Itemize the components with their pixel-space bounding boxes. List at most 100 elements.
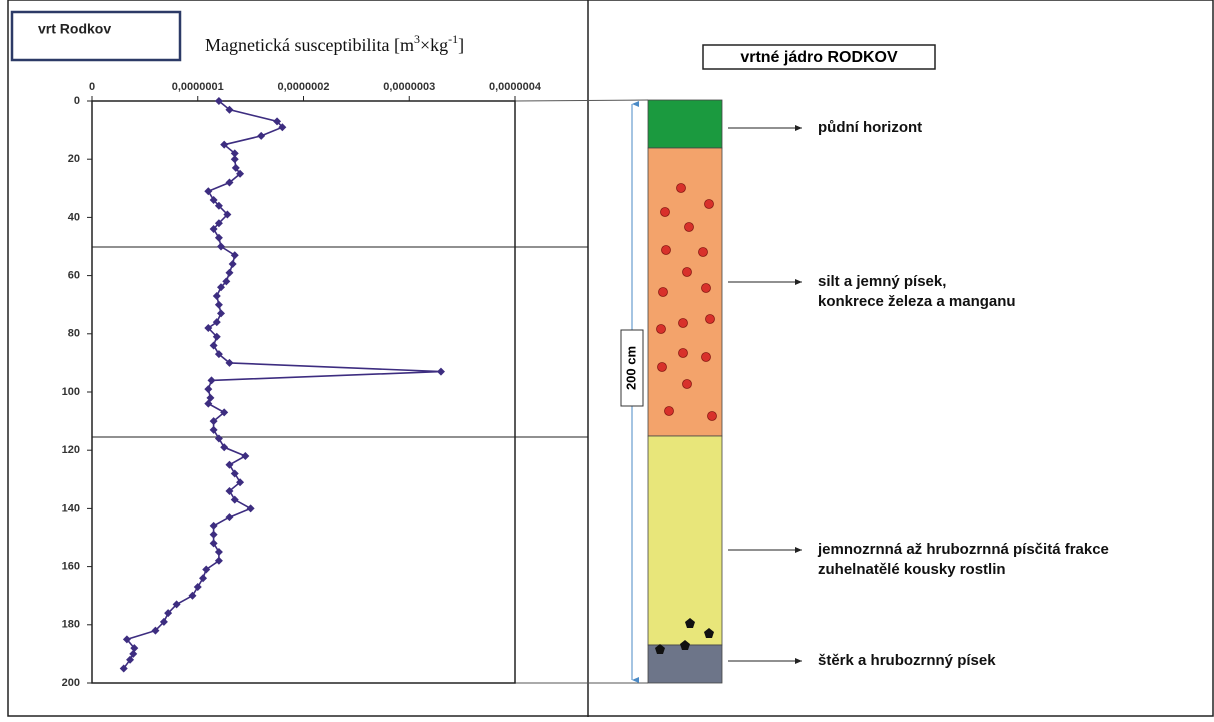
data-point: [214, 201, 223, 210]
title-sup: 3: [414, 32, 420, 46]
x-tick-label: 0,0000003: [383, 81, 435, 93]
core-title-box: [702, 44, 936, 70]
data-point: [231, 163, 240, 172]
data-point: [204, 187, 213, 196]
data-point: [230, 155, 239, 164]
data-point: [204, 323, 213, 332]
core-column: půdní horizont silt a jemný písek, konkrec…: [647, 99, 1109, 684]
y-tick-label: 40: [68, 211, 80, 223]
data-point: [214, 97, 223, 105]
data-point: [222, 277, 231, 286]
data-point: [230, 469, 239, 478]
gravel: [655, 618, 714, 654]
y-tick-label: 0: [74, 95, 80, 107]
data-point: [214, 434, 223, 443]
frame: [7, 0, 1214, 717]
data-point: [230, 495, 239, 504]
data-point: [225, 460, 234, 469]
x-tick-label: 0,0000001: [172, 81, 224, 93]
x-tick-label: 0: [89, 81, 95, 93]
data-point: [225, 268, 234, 277]
data-point: [214, 219, 223, 228]
data-point: [225, 105, 234, 114]
data-point: [217, 309, 226, 318]
data-point: [230, 251, 239, 260]
data-point: [164, 609, 173, 618]
data-point: [225, 358, 234, 367]
data-point: [151, 626, 160, 635]
data-point: [257, 131, 266, 140]
data-point: [129, 649, 138, 658]
core-layer: [647, 99, 723, 149]
data-point: [209, 530, 218, 539]
data-point: [214, 556, 223, 565]
layer-label: půdní horizont: [818, 119, 922, 136]
dimension-box: [620, 329, 644, 407]
y-tick-label: 200: [62, 677, 80, 689]
y-tick-label: 20: [68, 153, 80, 165]
title-part: ×kg: [420, 35, 448, 55]
data-point: [204, 385, 213, 394]
y-tick-label: 80: [68, 328, 80, 340]
layer-label: štěrk a hrubozrnný písek: [818, 652, 996, 669]
y-tick-label: 160: [62, 561, 80, 573]
layer-label: konkrece železa a manganu: [818, 293, 1016, 310]
data-point: [172, 600, 181, 609]
y-tick-label: 60: [68, 270, 80, 282]
data-point: [126, 655, 135, 664]
data-point: [214, 233, 223, 242]
data-point: [217, 242, 226, 251]
data-point: [246, 504, 255, 513]
data-point: [209, 195, 218, 204]
core-layer: [647, 435, 723, 646]
dimension-label: 200 cm: [623, 346, 638, 390]
data-point: [202, 565, 211, 574]
data-point: [207, 376, 216, 385]
data-point: [230, 149, 239, 158]
data-point: [209, 341, 218, 350]
y-tick-label: 120: [62, 444, 80, 456]
data-point: [273, 117, 282, 126]
sidebar-label: vrt Rodkov: [38, 21, 111, 37]
data-point: [228, 259, 237, 268]
title-part: ]: [458, 35, 464, 55]
data-point: [220, 443, 229, 452]
data-point: [212, 318, 221, 327]
y-tick-label: 100: [62, 386, 80, 398]
data-point: [225, 513, 234, 522]
data-point: [209, 539, 218, 548]
data-point: [214, 548, 223, 557]
data-point: [278, 123, 287, 132]
data-point: [188, 591, 197, 600]
data-point: [130, 644, 139, 653]
data-point: [209, 425, 218, 434]
data-point: [204, 399, 213, 408]
data-point: [119, 664, 128, 673]
connector: [514, 99, 649, 102]
data-point: [236, 478, 245, 487]
data-point: [122, 635, 131, 644]
y-tick-label: 180: [62, 619, 80, 631]
data-point: [209, 417, 218, 426]
title-part: Magnetická susceptibilita [m: [205, 35, 414, 55]
data-point: [241, 452, 250, 461]
data-point: [209, 521, 218, 530]
layer-label: jemnozrnná až hrubozrnná písčitá frakce: [817, 541, 1109, 558]
data-point: [212, 291, 221, 300]
y-tick-label: 140: [62, 502, 80, 514]
data-point: [223, 210, 232, 219]
data-point: [209, 225, 218, 234]
plot: 0 0,0000001 0,0000002 0,0000003 0,0000004 0 20…: [62, 81, 542, 689]
data-point: [236, 169, 245, 178]
data-point: [225, 178, 234, 187]
x-tick-label: 0,0000002: [278, 81, 330, 93]
layer-label: silt a jemný písek,: [818, 273, 946, 290]
core-title: vrtné jádro RODKOV: [740, 49, 898, 66]
plot-frame: [91, 100, 516, 684]
data-point: [225, 486, 234, 495]
data-point: [436, 367, 445, 376]
layer-label: zuhelnatělé kousky rostlin: [818, 561, 1006, 578]
data-point: [214, 350, 223, 359]
